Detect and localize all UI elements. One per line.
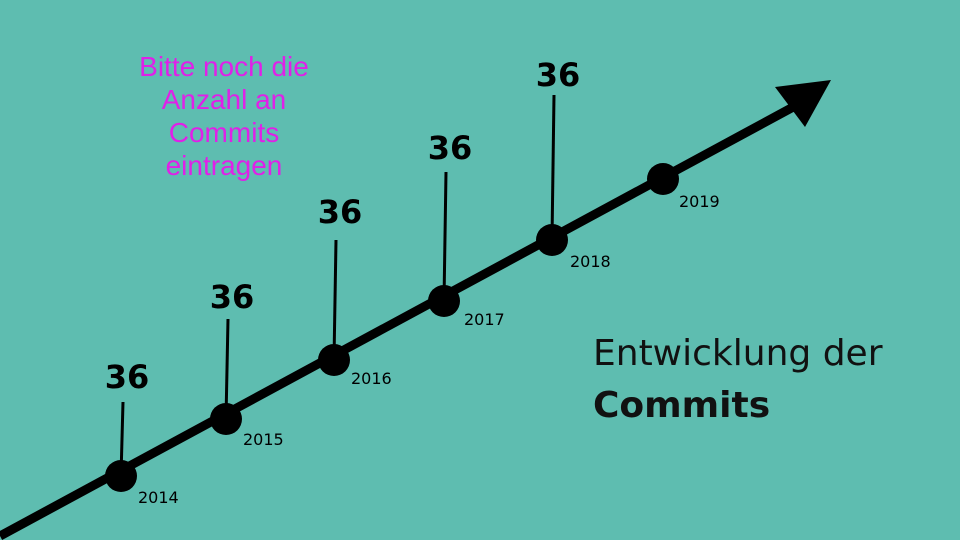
title-line-1: Entwicklung der — [593, 333, 883, 374]
year-label: 2019 — [679, 192, 720, 211]
commit-stem — [224, 318, 230, 420]
commit-count: 36 — [317, 193, 363, 231]
year-label: 2017 — [464, 310, 505, 329]
slide-title: Entwicklung der Commits — [593, 328, 883, 432]
year-label: 2018 — [570, 252, 611, 271]
year-node — [647, 163, 679, 195]
year-node — [210, 403, 242, 435]
commit-count: 36 — [104, 358, 150, 396]
commit-count: 36 — [209, 278, 255, 316]
note-line: Anzahl an — [161, 84, 287, 115]
year-label: 2014 — [138, 488, 179, 507]
commit-stem — [332, 239, 338, 361]
note-line: eintragen — [165, 150, 283, 181]
year-node — [318, 344, 350, 376]
commit-count: 36 — [427, 129, 473, 167]
year-label: 2016 — [351, 369, 392, 388]
commit-stem — [550, 94, 556, 241]
timeline-marks — [105, 94, 679, 492]
timeline-arrowhead — [775, 80, 831, 127]
year-label: 2015 — [243, 430, 284, 449]
title-line-2: Commits — [593, 385, 771, 426]
year-node — [105, 460, 137, 492]
commit-stem — [442, 171, 448, 302]
year-node — [536, 224, 568, 256]
commit-count: 36 — [535, 56, 581, 94]
commit-reminder-note: Bitte noch die Anzahl an Commits eintrag… — [104, 50, 344, 182]
note-line: Commits — [168, 117, 280, 148]
year-node — [428, 285, 460, 317]
note-line: Bitte noch die — [139, 51, 309, 82]
